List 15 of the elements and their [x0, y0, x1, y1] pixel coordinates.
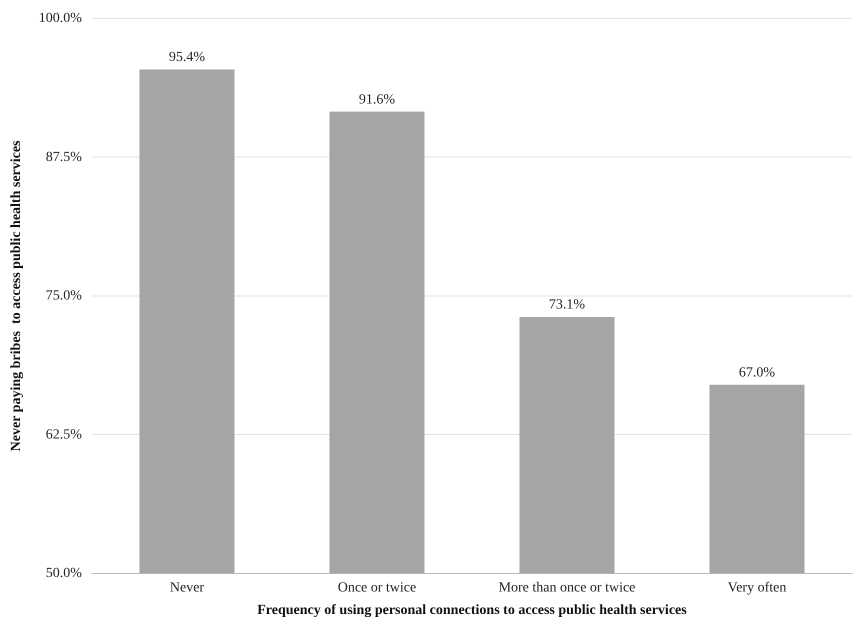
- y-axis-title: Never paying bribes to access public health services: [9, 140, 24, 452]
- x-tick-label: More than once or twice: [498, 580, 636, 596]
- y-tick-label: 87.5%: [46, 150, 82, 165]
- data-label: 73.1%: [548, 298, 586, 313]
- x-tick-label: Once or twice: [338, 580, 416, 596]
- y-tick-label: 50.0%: [46, 566, 82, 582]
- x-axis-title: Frequency of using personal connections to access public health services: [257, 603, 688, 618]
- x-tick-label: Never: [170, 580, 204, 596]
- data-label: 95.4%: [168, 50, 206, 66]
- data-label: 67.0%: [738, 365, 776, 380]
- x-tick-label: Very often: [728, 580, 786, 596]
- y-tick-label: 62.5%: [46, 427, 82, 442]
- y-tick-label: 75.0%: [46, 288, 82, 304]
- y-tick-label: 100.0%: [38, 11, 82, 26]
- data-label: 91.6%: [358, 92, 396, 108]
